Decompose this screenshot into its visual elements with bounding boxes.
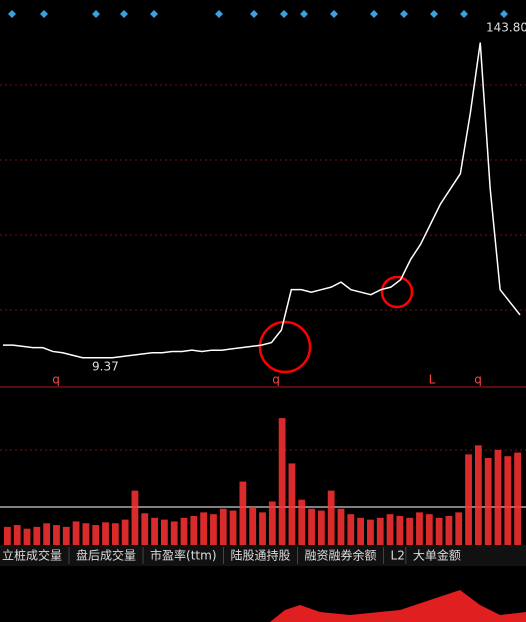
highlight-circle [380, 275, 414, 309]
tab: 陆股通持股 [231, 548, 291, 563]
volume-bar [151, 517, 158, 545]
volume-bar [317, 510, 325, 545]
volume-bar [62, 526, 70, 545]
volume-bar [92, 525, 100, 545]
volume-bar [308, 508, 315, 545]
volume-bar [33, 526, 41, 545]
volume-bar [278, 418, 286, 545]
volume-bar [455, 512, 463, 545]
dashed-grid [0, 84, 526, 451]
volume-bar [376, 517, 384, 545]
volume-bar [396, 516, 404, 545]
volume-bar [435, 517, 443, 545]
highlight-circle [258, 320, 312, 374]
high-label: 143.80 [486, 21, 526, 35]
volume-bar [121, 519, 129, 545]
tab: 大单金额 [413, 548, 461, 563]
q-marker: q [52, 373, 60, 387]
tab: L2 [391, 549, 405, 563]
volume-bar [141, 513, 149, 545]
volume-bar [268, 501, 276, 545]
volume-bar [229, 510, 237, 545]
volume-bar [4, 526, 11, 545]
top-markers [8, 10, 508, 18]
volume-bar [406, 517, 414, 545]
volume-bar [111, 523, 119, 545]
volume-bar [23, 528, 31, 545]
q-marker: q [474, 373, 482, 387]
volume-bar [504, 456, 512, 545]
volume-bar [445, 516, 453, 545]
volume-bar [180, 517, 188, 545]
volume-bar [13, 525, 21, 545]
volume-bar [357, 517, 365, 545]
volume-bar [43, 523, 51, 545]
volume-bar [190, 516, 198, 545]
volume-bar [337, 508, 345, 545]
price-line [3, 42, 521, 359]
volume-bar [131, 490, 139, 545]
volume-bar [170, 521, 178, 545]
volume-bar [200, 512, 208, 545]
volume-bar [82, 523, 90, 545]
volume-bar [367, 519, 374, 545]
volume-bar [249, 506, 257, 545]
volume-bar [474, 445, 482, 545]
volume-bar [347, 514, 355, 545]
volume-bar [416, 512, 423, 545]
volume-bar [386, 514, 394, 545]
volume-bar [160, 519, 168, 545]
tab-bar [0, 545, 526, 566]
tab: 融资融券余额 [305, 548, 377, 563]
volume-bar [494, 449, 502, 545]
volume-bar [210, 514, 217, 545]
volume-bar [288, 463, 296, 545]
volume-bar [53, 525, 60, 545]
l-marker: L [429, 373, 436, 387]
volume-bar [219, 508, 227, 545]
volume-bar [484, 458, 492, 545]
tab: 立桩成交量 [2, 548, 62, 563]
indicator-area [270, 590, 526, 622]
volume-bar [102, 522, 109, 545]
volume-bar [298, 499, 306, 545]
volume-bar [425, 514, 433, 545]
volume-bar [327, 490, 335, 545]
volume-bar [514, 452, 521, 545]
tab: 市盈率(ttm) [150, 548, 216, 563]
tab: 盘后成交量 [76, 548, 136, 563]
volume-bar [239, 481, 247, 545]
volume-bar [259, 512, 266, 545]
low-label: 9.37 [92, 360, 119, 374]
q-marker: q [272, 373, 280, 387]
volume-bar [72, 521, 80, 545]
volume-bar [465, 454, 472, 545]
